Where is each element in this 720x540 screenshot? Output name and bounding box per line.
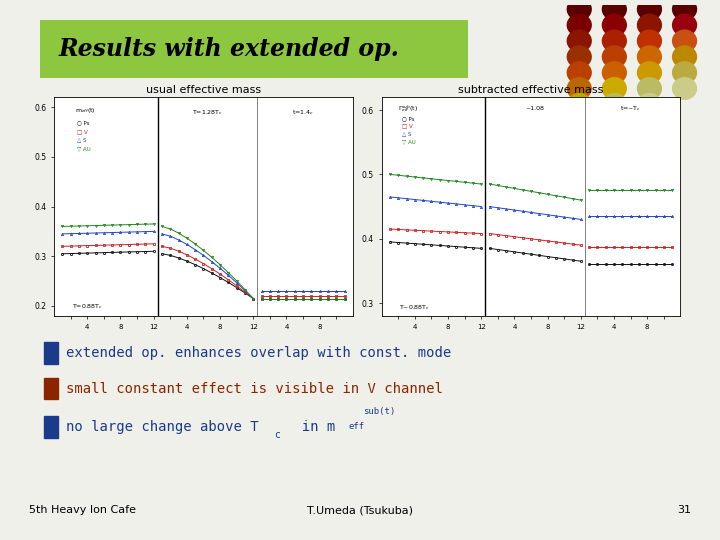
Text: sub(t): sub(t): [363, 407, 395, 416]
Circle shape: [672, 46, 696, 68]
Title: subtracted effective mass: subtracted effective mass: [459, 85, 603, 95]
Circle shape: [603, 46, 626, 68]
Text: □ V: □ V: [402, 124, 413, 129]
Circle shape: [637, 78, 662, 99]
Text: ▽ AU: ▽ AU: [77, 146, 91, 151]
Text: △ S: △ S: [77, 138, 86, 143]
Circle shape: [567, 30, 591, 52]
Text: T=1.28T$_c$: T=1.28T$_c$: [192, 109, 223, 118]
Circle shape: [637, 46, 662, 68]
Text: $\Gamma^{sub}_{eff}$(t): $\Gamma^{sub}_{eff}$(t): [398, 103, 418, 114]
Circle shape: [637, 0, 662, 20]
Circle shape: [567, 78, 591, 99]
Text: □ V: □ V: [77, 129, 88, 134]
Text: 31: 31: [678, 505, 691, 515]
Circle shape: [603, 78, 626, 99]
Circle shape: [603, 14, 626, 36]
Circle shape: [637, 93, 662, 115]
Text: ○ Ps: ○ Ps: [77, 120, 90, 125]
Text: t=1.4$_c$: t=1.4$_c$: [292, 109, 314, 118]
Circle shape: [637, 30, 662, 52]
Circle shape: [672, 30, 696, 52]
Circle shape: [672, 14, 696, 36]
Circle shape: [567, 62, 591, 84]
Text: m$_{eff}$(t): m$_{eff}$(t): [75, 106, 96, 115]
Circle shape: [603, 62, 626, 84]
Text: t=~T$_c$: t=~T$_c$: [620, 104, 642, 113]
Text: 5th Heavy Ion Cafe: 5th Heavy Ion Cafe: [29, 505, 136, 515]
Bar: [44, 342, 58, 364]
Circle shape: [603, 30, 626, 52]
Circle shape: [603, 0, 626, 20]
Bar: [44, 378, 58, 400]
Circle shape: [672, 78, 696, 99]
Text: ~1.08: ~1.08: [526, 106, 544, 111]
Circle shape: [672, 0, 696, 20]
Text: T=0.88T$_c$: T=0.88T$_c$: [72, 302, 103, 312]
Circle shape: [603, 93, 626, 115]
Text: △ S: △ S: [402, 131, 412, 136]
Text: Results with extended op.: Results with extended op.: [59, 37, 400, 61]
Circle shape: [603, 110, 626, 131]
Circle shape: [567, 0, 591, 20]
FancyBboxPatch shape: [22, 18, 485, 80]
Circle shape: [637, 14, 662, 36]
Text: c: c: [274, 429, 280, 440]
Circle shape: [567, 14, 591, 36]
Circle shape: [637, 62, 662, 84]
Text: small constant effect is visible in V channel: small constant effect is visible in V ch…: [66, 382, 444, 396]
Text: in m: in m: [285, 420, 336, 434]
Text: ▽ AU: ▽ AU: [402, 139, 416, 144]
Text: T~0.88T$_c$: T~0.88T$_c$: [400, 303, 431, 312]
Text: extended op. enhances overlap with const. mode: extended op. enhances overlap with const…: [66, 346, 451, 360]
Text: no large change above T: no large change above T: [66, 420, 259, 434]
Circle shape: [567, 46, 591, 68]
Title: usual effective mass: usual effective mass: [146, 85, 261, 95]
Circle shape: [672, 62, 696, 84]
Text: T.Umeda (Tsukuba): T.Umeda (Tsukuba): [307, 505, 413, 515]
Text: eff: eff: [349, 422, 365, 431]
Text: ○ Ps: ○ Ps: [402, 116, 415, 121]
Circle shape: [567, 93, 591, 115]
Bar: [44, 416, 58, 437]
